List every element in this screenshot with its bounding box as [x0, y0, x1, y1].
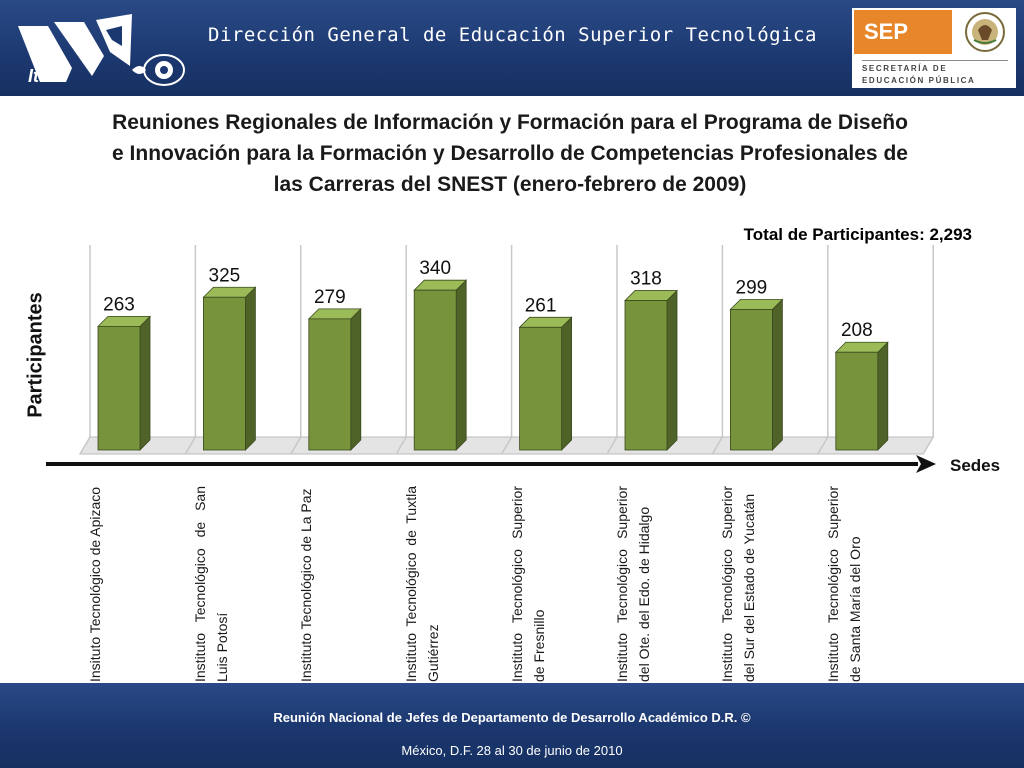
x-axis-label: Sedes [950, 456, 1001, 475]
floor-divider [606, 436, 618, 455]
bar [308, 318, 352, 451]
bar-value-label: 340 [419, 258, 451, 279]
bar-side [772, 298, 783, 451]
category-label: Instituto Tecnológico Superior del Ote. … [614, 486, 652, 682]
sep-divider [862, 60, 1008, 61]
floor-divider [711, 436, 724, 455]
bar-side [244, 286, 256, 451]
category-label: Instituto Tecnológico de San Luis Potosí [192, 486, 231, 682]
bar-value-label: 299 [736, 277, 768, 298]
floor-divider [817, 436, 829, 455]
bar-side [561, 316, 572, 451]
bar-side [877, 341, 889, 451]
mexico-seal-icon [960, 10, 1010, 54]
bar-side [666, 289, 678, 451]
total-participants: Total de Participantes: 2,293 [743, 225, 972, 244]
category-label: Instituto Tecnológico Superior del Sur d… [719, 486, 758, 682]
header-title: Dirección General de Educación Superior … [208, 24, 817, 46]
category-label: Insituto Tecnológico de Apizaco [87, 486, 103, 682]
category-label: Instituto Tecnológico Superior de Fresni… [508, 486, 547, 682]
bar [624, 300, 668, 451]
footer-banner: Reunión Nacional de Jefes de Departament… [0, 683, 1024, 768]
floor-divider [79, 436, 91, 455]
bar-chart: 263 325 279 340 261 318 299 208 [46, 245, 936, 473]
x-axis-arrow [916, 455, 936, 473]
header-banner: It Dirección General de Educación Superi… [0, 0, 1024, 96]
bar-value-label: 279 [314, 287, 346, 308]
svg-text:It: It [28, 66, 40, 86]
bar [413, 289, 457, 451]
category-label: Instituto Tecnológico Superior de Santa … [824, 486, 863, 682]
bar [97, 325, 141, 451]
floor-divider [395, 436, 407, 455]
sep-abbr: SEP [854, 10, 952, 54]
sep-logo: SEP SECRETARÍA DE EDUCACIÓN PÚBLICA [852, 8, 1016, 88]
bar-value-label: 261 [525, 295, 557, 316]
category-label: Instituto Tecnológico de La Paz [297, 488, 314, 682]
bar-value-label: 208 [841, 320, 873, 341]
footer-event: Reunión Nacional de Jefes de Departament… [273, 710, 751, 725]
bar-value-label: 263 [103, 294, 135, 315]
bar-side [139, 315, 151, 451]
footer-date: México, D.F. 28 al 30 de junio de 2010 [401, 743, 623, 758]
bar [835, 351, 879, 451]
bar-value-label: 325 [209, 265, 241, 286]
bar-side [455, 279, 467, 451]
bar [202, 296, 246, 451]
category-label: Instituto Tecnológico de Tuxtla Gutiérre… [403, 486, 442, 682]
floor-divider [500, 436, 513, 455]
bar [519, 326, 562, 451]
bar-side [350, 307, 362, 451]
floor-divider [922, 436, 934, 455]
bar [730, 309, 773, 451]
floor-divider [290, 436, 302, 455]
chart-title: Reuniones Regionales de Información y Fo… [112, 111, 908, 196]
bar-value-label: 318 [630, 269, 662, 290]
floor-divider [184, 436, 197, 455]
tecnologico-logo: It [14, 12, 194, 92]
sep-subtitle: SECRETARÍA DE EDUCACIÓN PÚBLICA [862, 64, 976, 85]
